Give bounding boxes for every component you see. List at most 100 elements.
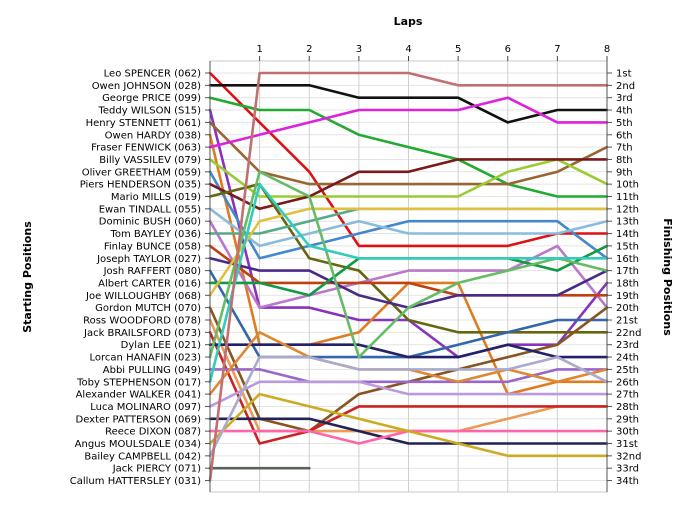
series-line [208,330,609,445]
start-position-label: Angus MOULSDALE (034) [75,439,201,450]
finish-position-label: 12th [616,204,639,215]
series-line [208,71,609,248]
series-line [208,392,609,458]
x-axis-title: Laps [394,15,423,28]
start-position-label: Ewan TINDALL (055) [99,204,201,215]
series-line [208,121,609,186]
start-position-label: Leo SPENCER (062) [104,69,201,80]
finish-position-label: 10th [616,180,639,191]
series-line [208,182,609,384]
finish-position-label: 31st [616,439,638,450]
start-position-label: Billy VASSILEV (079) [99,155,201,166]
right-axis-title: Finishing Positions [661,218,674,336]
finish-position-label: 26th [616,377,639,388]
finish-position-label: 14th [616,229,639,240]
start-position-label: Teddy WILSON (S15) [97,106,201,117]
finish-position-label: 27th [616,390,639,401]
finish-position-label: 22nd [616,328,641,339]
start-position-label: Reece DIXON (087) [105,427,201,438]
series-line [208,368,609,384]
series-line [208,96,609,198]
series-line [208,182,609,334]
finish-position-label: 29th [616,414,639,425]
finish-position-label: 20th [616,303,639,314]
lap-tick-label: 2 [306,44,312,55]
start-position-label: Joseph TAYLOR (027) [96,254,201,265]
start-position-label: Gordon MUTCH (070) [95,303,201,314]
series-line [208,170,609,260]
finish-position-label: 13th [616,217,639,228]
finish-position-label: 25th [616,365,639,376]
start-position-label: Abbi PULLING (049) [103,365,201,376]
finish-position-label: 4th [616,106,633,117]
axis-layer: 1 2 3 4 5 6 7 8 Leo SPENCER (062)Owen JOHNSON (0… [70,44,641,492]
lap-tick-label: 8 [604,44,610,55]
series-layer [208,71,609,482]
start-position-label: Oliver GREETHAM (059) [82,167,201,178]
start-position-label: Josh RAFFERT (080) [103,266,201,277]
start-position-label: Mario MILLS (019) [111,192,201,203]
start-position-label: Albert CARTER (016) [98,278,201,289]
start-position-label: Dylan LEE (021) [121,340,201,351]
start-position-label: Jack PIERCY (071) [112,464,201,475]
start-position-label: Alexander WALKER (041) [76,390,202,401]
start-position-label: Bailey CAMPBELL (042) [84,451,201,462]
start-position-label: Dominic BUSH (060) [99,217,201,228]
finish-position-label: 8th [616,155,633,166]
start-position-label: Dexter PATTERSON (069) [76,414,202,425]
finish-position-label: 2nd [616,81,635,92]
finish-position-label: 34th [616,476,639,487]
series-line [208,207,609,248]
lap-tick-label: 7 [554,44,560,55]
finish-position-label: 5th [616,118,633,129]
series-line [208,355,609,458]
start-position-label: Tom BAYLEY (036) [109,229,201,240]
start-position-label: Toby STEPHENSON (017) [76,377,201,388]
start-position-label: Jack BRAILSFORD (073) [83,328,201,339]
grid-layer [209,60,608,493]
series-line [208,343,609,359]
finish-position-label: 18th [616,278,639,289]
lap-tick-label: 5 [455,44,461,55]
finish-position-label: 19th [616,291,639,302]
finish-position-label: 3rd [616,93,633,104]
finish-position-label: 7th [616,143,633,154]
series-line [208,170,609,359]
series-line [208,380,609,408]
finish-position-label: 1st [616,69,632,80]
series-line [208,417,609,445]
finish-position-label: 15th [616,241,639,252]
series-line [208,207,609,297]
start-position-label: Henry STENNETT (061) [86,118,201,129]
lap-tick-label: 3 [356,44,362,55]
finish-position-label: 6th [616,130,633,141]
finish-position-label: 33rd [616,464,639,475]
series-line [208,158,609,198]
start-position-label: Luca MOLINARO (097) [90,402,201,413]
finish-position-label: 16th [616,254,639,265]
lap-tick-label: 6 [505,44,511,55]
lap-tick-label: 4 [405,44,411,55]
series-line [208,71,609,482]
finish-position-label: 32nd [616,451,641,462]
finish-position-label: 23rd [616,340,639,351]
start-position-label: Finlay BUNCE (058) [104,241,201,252]
start-position-label: Joe WILLOUGHBY (068) [85,291,201,302]
finish-position-label: 17th [616,266,639,277]
lap-tick-label: 1 [256,44,262,55]
finish-position-label: 21st [616,316,638,327]
finish-position-label: 11th [616,192,639,203]
series-line [208,219,609,309]
finish-position-label: 28th [616,402,639,413]
finish-position-label: 9th [616,167,633,178]
series-line [208,96,609,149]
left-axis-title: Starting Positions [21,221,34,333]
start-position-label: Fraser FENWICK (063) [91,143,201,154]
start-position-label: Owen JOHNSON (028) [92,81,201,92]
start-position-label: Owen HARDY (038) [105,130,201,141]
start-position-label: Ross WOODFORD (078) [83,316,201,327]
start-position-label: Piers HENDERSON (035) [80,180,201,191]
start-position-label: Lorcan HANAFIN (023) [90,353,202,364]
